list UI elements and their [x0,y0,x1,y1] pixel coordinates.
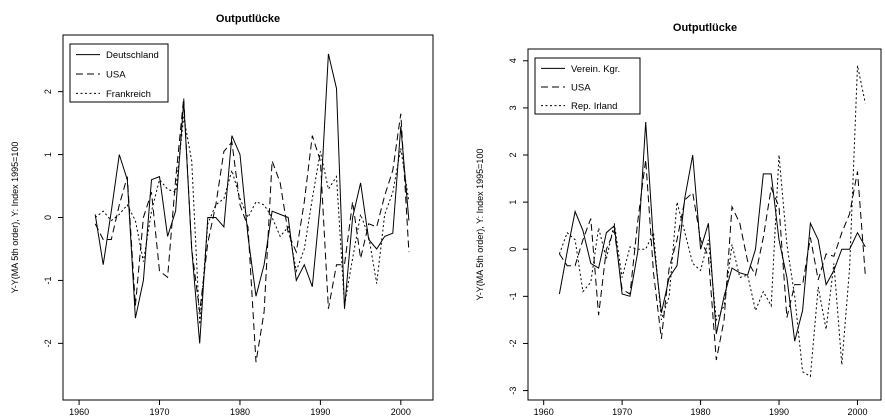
y-axis-label: Y-Y(MA 5th order), Y: Index 1995=100 [10,142,20,294]
series-line-2 [94,97,410,363]
y-tick-label: 4 [508,58,518,63]
x-tick-label: 1990 [769,407,789,417]
y-tick-label: -3 [508,387,518,395]
x-tick-label: 2000 [391,407,411,417]
y-tick-label: 1 [508,200,518,205]
y-tick-label: -2 [43,339,53,347]
legend-label: Rep. Irland [571,101,617,112]
y-tick-label: 0 [508,247,518,252]
legend: Verein. Kgr. USA Rep. Irland [534,57,641,115]
legend-label: Verein. Kgr. [571,64,620,75]
y-tick-label: 2 [508,152,518,157]
chart-panel-2: Outputlücke Y-Y(MA 5th order), Y: Index 1… [475,22,882,417]
x-tick-label: 1980 [691,407,711,417]
series-line-1 [558,121,866,342]
y-tick-label: 0 [43,215,53,220]
x-tick-label: 1990 [310,407,330,417]
y-tick-label: 3 [508,105,518,110]
legend-label: Frankreich [106,89,151,100]
y-axis-label: Y-Y(MA 5th order), Y: Index 1995=100 [475,149,485,301]
y-tick-label: 2 [43,89,53,94]
y-tick-label: -2 [508,339,518,347]
legend-label: USA [571,83,591,94]
x-tick-label: 1960 [534,407,554,417]
legend-label: Deutschland [106,50,159,61]
legend-label: USA [106,70,126,81]
x-tick-label: 1960 [69,407,89,417]
chart-title: Outputlücke [216,13,280,25]
plot-frame [527,48,882,401]
x-tick-label: 1980 [230,407,250,417]
y-tick-label: 1 [43,152,53,157]
y-tick-label: -1 [43,276,53,284]
x-tick-label: 1970 [612,407,632,417]
chart-title: Outputlücke [673,22,737,34]
x-tick-label: 1970 [150,407,170,417]
legend-box [69,43,169,103]
y-tick-label: -1 [508,292,518,300]
chart-panel-1: Outputlücke Y-Y(MA 5th order), Y: Index 1… [10,13,434,417]
series-line-1 [94,53,410,344]
series-line-2 [558,159,866,361]
legend: Deutschland USA Frankreich [69,43,169,103]
legend-box [534,57,641,115]
series-line-3 [558,65,866,378]
x-tick-label: 2000 [847,407,867,417]
